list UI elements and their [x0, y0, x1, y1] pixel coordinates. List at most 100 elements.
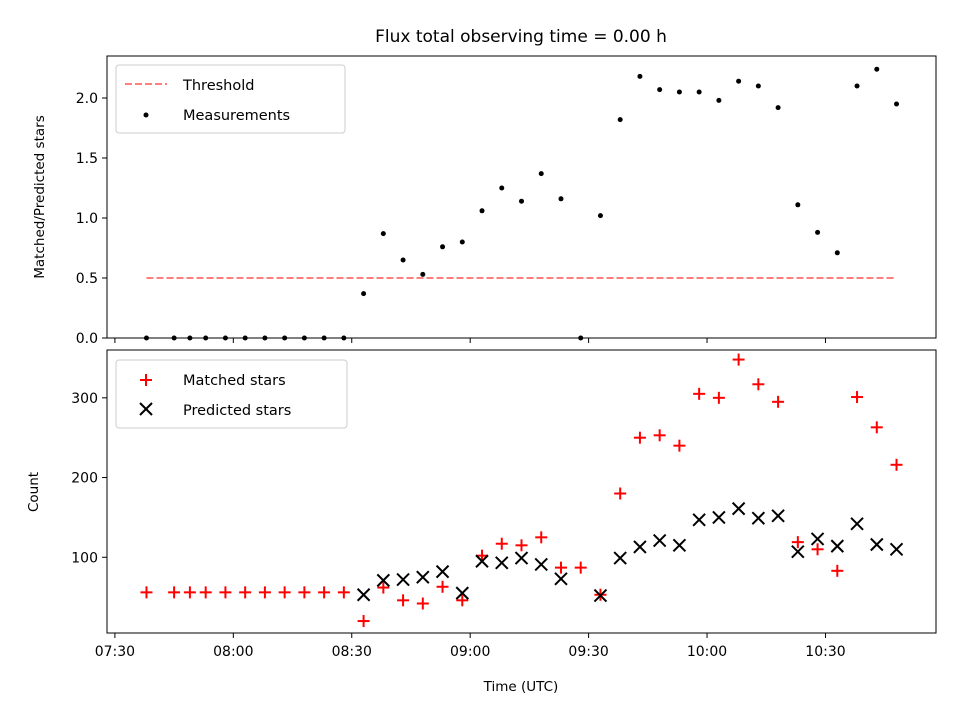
measurement-point: [716, 97, 722, 103]
measurement-point: [558, 196, 564, 202]
predicted-star-point: [791, 544, 805, 559]
matched-star-point: [851, 391, 864, 404]
matched-star-point: [397, 594, 410, 607]
predicted-star-point: [495, 556, 509, 570]
measurement-point: [420, 271, 426, 277]
matched-star-point: [752, 378, 765, 391]
matched-star-point: [712, 391, 725, 404]
predicted-star-point: [396, 572, 410, 587]
x-tick-label: 10:00: [687, 644, 727, 660]
measurement-point: [676, 89, 682, 95]
matched-star-point: [633, 431, 646, 444]
matched-star-point: [673, 439, 686, 452]
matched-star-point: [476, 549, 489, 562]
matched-legend-label: Matched stars: [183, 373, 286, 389]
top-y-tick-label: 0.5: [76, 271, 98, 287]
predicted-star-point: [830, 539, 845, 553]
matched-star-point: [831, 564, 844, 577]
top-chart-title: Flux total observing time = 0.00 h: [375, 27, 667, 47]
matched-star-point: [168, 586, 181, 599]
measurement-point: [459, 239, 465, 245]
measurement-point: [736, 78, 742, 84]
top-legend: Threshold Measurements: [115, 64, 346, 134]
bottom-y-axis-label: Count: [26, 472, 42, 512]
measurement-point: [400, 257, 406, 263]
predicted-legend-swatch: [139, 402, 153, 416]
measurement-point: [519, 198, 524, 204]
predicted-star-point: [751, 511, 766, 525]
measurement-point: [894, 101, 900, 107]
predicted-star-point: [850, 517, 864, 531]
predicted-star-point: [692, 513, 706, 527]
top-y-tick-label: 0.0: [76, 331, 98, 347]
measurement-point: [499, 185, 505, 191]
matched-star-point: [870, 421, 883, 434]
top-panel: Matched/Predicted stars 0.00.51.01.52.0 …: [32, 55, 937, 347]
measurement-point: [795, 202, 801, 208]
matched-star-point: [535, 531, 548, 544]
matched-star-point: [377, 581, 390, 594]
matched-star-point: [495, 537, 508, 550]
predicted-star-point: [633, 540, 647, 554]
predicted-star-point: [376, 573, 391, 588]
bottom-y-tick-label: 300: [71, 391, 98, 407]
x-tick-label: 07:30: [95, 644, 135, 660]
bottom-y-tick-label: 100: [71, 550, 98, 566]
measurement-point: [361, 291, 367, 297]
predicted-star-point: [889, 542, 904, 557]
threshold-legend-label: Threshold: [182, 78, 254, 94]
measurement-point: [854, 83, 860, 89]
matched-star-point: [554, 561, 567, 574]
predicted-star-point: [652, 533, 667, 548]
measurement-point: [815, 229, 821, 235]
matched-star-point: [791, 536, 804, 549]
predicted-star-point: [593, 588, 608, 603]
top-axes-frame: [106, 55, 937, 339]
matched-star-point: [318, 586, 331, 599]
predicted-star-point: [534, 557, 548, 572]
count-series: [140, 353, 904, 628]
matched-star-point: [140, 586, 153, 599]
matched-star-point: [199, 586, 212, 599]
top-y-tick-label: 2.0: [76, 91, 98, 107]
predicted-star-point: [554, 572, 568, 586]
predicted-star-point: [435, 564, 450, 579]
predicted-star-point: [416, 570, 430, 584]
bottom-legend-box: [115, 359, 348, 429]
top-y-axis-label: Matched/Predicted stars: [32, 115, 48, 278]
matched-star-point: [337, 586, 350, 599]
top-y-tick-label: 1.0: [76, 211, 98, 227]
x-tick-label: 08:30: [332, 644, 372, 660]
predicted-legend-label: Predicted stars: [183, 403, 291, 419]
predicted-star-point: [870, 537, 884, 552]
predicted-star-point: [672, 538, 687, 553]
measurement-point: [380, 231, 386, 237]
predicted-star-point: [356, 588, 371, 602]
matched-star-point: [653, 429, 666, 442]
matched-star-point: [183, 586, 196, 599]
measurement-point: [755, 83, 761, 89]
measurement-point: [657, 87, 663, 93]
matched-star-point: [258, 586, 271, 599]
matched-star-point: [416, 597, 429, 610]
matched-star-point: [219, 586, 232, 599]
predicted-star-point: [712, 510, 726, 525]
x-tick-label: 10:30: [805, 644, 845, 660]
measurement-point: [637, 73, 643, 79]
top-legend-box: [115, 64, 346, 134]
bottom-legend: Matched stars Predicted stars: [115, 359, 348, 429]
measurement-point: [597, 213, 603, 219]
predicted-star-point: [475, 554, 489, 568]
top-axis-ticks: 0.0 0.5 1.0 1.5 2.0: [76, 91, 826, 347]
predicted-star-point: [455, 586, 469, 600]
x-tick-label: 08:00: [213, 644, 253, 660]
matched-star-point: [278, 586, 291, 599]
measurement-point: [440, 244, 446, 250]
matched-star-point: [357, 615, 370, 628]
x-tick-label: 09:30: [568, 644, 608, 660]
measurement-point: [479, 208, 485, 214]
matched-star-point: [515, 539, 528, 552]
x-tick-label: 09:00: [450, 644, 490, 660]
matched-star-point: [239, 586, 252, 599]
